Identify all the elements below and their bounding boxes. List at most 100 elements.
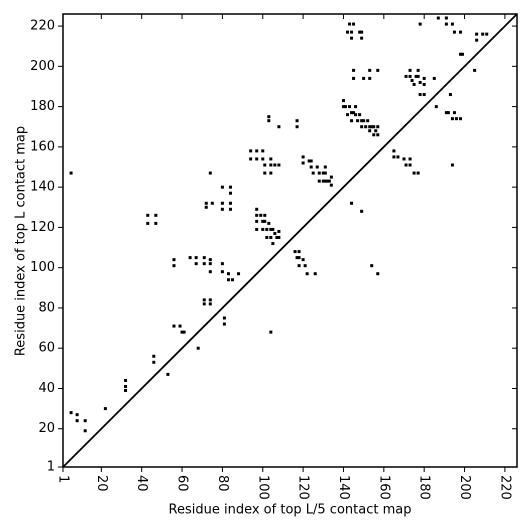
x-tick-label: 220: [497, 475, 512, 500]
contact-point: [277, 125, 281, 129]
contact-point: [307, 159, 311, 163]
contact-point: [459, 52, 463, 56]
contact-point: [370, 264, 374, 268]
contact-point: [368, 68, 372, 72]
contact-point: [255, 157, 259, 161]
contact-point: [473, 68, 477, 72]
x-tick-label: 120: [296, 475, 311, 500]
contact-point: [317, 179, 321, 183]
contact-point: [452, 111, 456, 115]
contact-point: [196, 346, 200, 350]
contact-point: [352, 68, 356, 72]
contact-point: [277, 229, 281, 233]
contact-point: [321, 171, 325, 175]
contact-point: [202, 298, 206, 302]
contact-point: [269, 157, 273, 161]
contact-point: [315, 165, 319, 169]
contact-point: [202, 262, 206, 266]
contact-point: [226, 272, 230, 276]
contact-point: [402, 157, 406, 161]
contact-point: [360, 209, 364, 213]
contact-point: [194, 256, 198, 260]
contact-point: [368, 76, 372, 80]
contact-point: [408, 74, 412, 78]
contact-point: [295, 119, 299, 123]
contact-point: [350, 30, 354, 34]
y-tick-label: 40: [38, 381, 55, 396]
y-tick-label: 120: [30, 220, 55, 235]
contact-point: [146, 213, 150, 217]
y-tick-label: 1: [47, 460, 55, 475]
contact-point: [301, 161, 305, 165]
contact-point: [263, 163, 267, 167]
contact-point: [450, 163, 454, 167]
y-tick-label: 140: [30, 180, 55, 195]
contact-point: [416, 68, 420, 72]
contact-point: [356, 119, 360, 123]
contact-point: [362, 119, 366, 123]
contact-point: [220, 270, 224, 274]
contact-point: [220, 262, 224, 266]
contact-point: [267, 221, 271, 225]
contact-point: [327, 179, 331, 183]
contact-point: [220, 185, 224, 189]
contact-point: [352, 76, 356, 80]
contact-point: [311, 171, 315, 175]
contact-point: [83, 429, 87, 433]
contact-point: [396, 155, 400, 159]
contact-point: [392, 149, 396, 153]
contact-point: [259, 213, 263, 217]
contact-point: [208, 171, 212, 175]
contact-point: [370, 125, 374, 129]
contact-point: [75, 419, 79, 423]
contact-point: [352, 111, 356, 115]
contact-point: [376, 133, 380, 137]
contact-point: [376, 68, 380, 72]
contact-point: [360, 119, 364, 123]
contact-point: [277, 235, 281, 239]
contact-point: [261, 157, 265, 161]
contact-point: [124, 388, 128, 392]
contact-point: [269, 227, 273, 231]
contact-point: [329, 175, 333, 179]
contact-point: [269, 330, 273, 334]
contact-point: [418, 93, 422, 97]
contact-point: [208, 258, 212, 262]
contact-point: [459, 30, 463, 34]
contact-point: [436, 16, 440, 20]
contact-point: [297, 264, 301, 268]
contact-point: [202, 256, 206, 260]
contact-point: [348, 105, 352, 109]
contact-point: [228, 201, 232, 205]
contact-point: [267, 119, 271, 123]
contact-point: [360, 36, 364, 40]
contact-point: [154, 213, 158, 217]
contact-point: [432, 76, 436, 80]
contact-point: [354, 113, 358, 117]
contact-point: [376, 272, 380, 276]
contact-point: [269, 163, 273, 167]
contact-point: [434, 105, 438, 109]
y-tick-label: 100: [30, 260, 55, 275]
contact-point: [422, 82, 426, 86]
contact-point: [261, 149, 265, 153]
x-tick-label: 140: [336, 475, 351, 500]
contact-point: [265, 227, 269, 231]
contact-point: [303, 264, 307, 268]
contact-point: [392, 155, 396, 159]
contact-point: [354, 105, 358, 109]
contact-point: [222, 322, 226, 326]
contact-point: [230, 278, 234, 282]
contact-point: [309, 165, 313, 169]
contact-point: [75, 413, 79, 417]
contact-point: [208, 298, 212, 302]
contact-point: [228, 185, 232, 189]
contact-point: [220, 201, 224, 205]
contact-point: [481, 32, 485, 36]
contact-point: [343, 105, 347, 109]
contact-point: [412, 82, 416, 86]
contact-point: [422, 93, 426, 97]
contact-point: [329, 183, 333, 187]
contact-point: [178, 324, 182, 328]
